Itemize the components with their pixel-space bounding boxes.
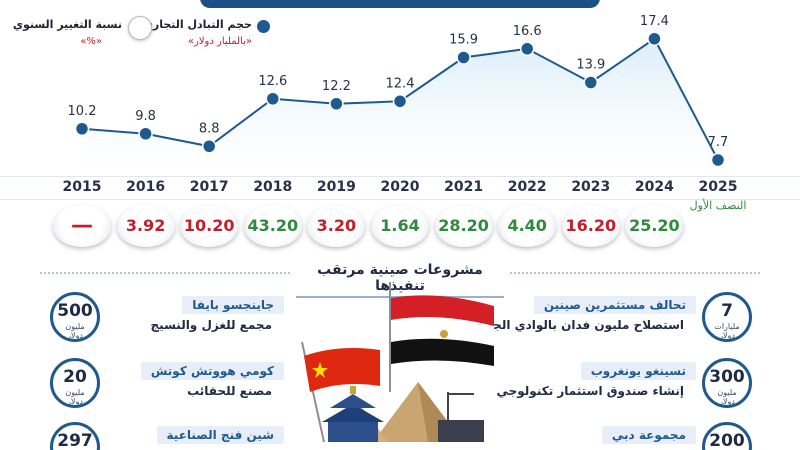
data-point-2017 [201,139,217,154]
data-point-2022 [519,41,535,56]
annual-change-2016: 3.92 [116,205,175,247]
project-amount-unit-2: دولار [719,397,735,406]
project-name: مجموعة دبي [601,426,696,444]
annual-change-2022: 4.40 [498,205,557,247]
project-right-2: تسينغو يونغروب إنشاء صندوق استثمار تكنولو… [496,362,696,406]
legend-change-circle-icon [128,16,152,40]
data-point-2016 [138,126,153,141]
port-cranes-icon [438,392,484,442]
temple-of-heaven-icon [322,386,384,442]
egypt-flag-icon [389,282,494,392]
project-amount-unit-2: دولار [719,331,735,340]
project-amount-badge: 20 مليون دولار [50,358,100,408]
legend-annual-change: نسبة التغيير السنوي «%» [13,14,152,64]
legend-volume-label: حجم التبادل التجاري [142,18,252,31]
data-label-2016: 9.8 [135,109,156,124]
trade-volume-chart: 10.2 9.8 8.8 12.6 12.2 12.4 15.9 16.6 13.9 17.4 7.… [68,14,729,176]
annual-change-2019: 3.20 [307,205,366,247]
project-right-1: تحالف مستثمرين صينين استصلاح مليون فدان ب… [475,296,696,340]
year-tick-2021: 2021 [444,179,484,195]
data-point-2025 [710,152,726,168]
project-amount-badge: 500 مليون دولار [50,292,100,342]
project-name: شين فنج الصناعية [156,426,284,444]
legend-change-unit: «%» [80,36,102,47]
data-label-2020: 12.4 [386,76,415,91]
year-tick-2019: 2019 [316,179,356,195]
data-point-2023 [583,75,599,90]
project-amount-badge: 300 مليون دولار [702,358,752,408]
data-point-2018 [265,91,281,106]
project-amount-unit-1: مليون [65,388,85,397]
project-name: جاينجسو بايفا [182,296,284,314]
data-label-2015: 10.2 [68,104,97,119]
year-tick-2017: 2017 [189,179,229,195]
year-tick-2020: 2020 [380,179,420,195]
project-amount-badge: 7 مليارات دولار [702,292,752,342]
year-tick-2016: 2016 [126,179,166,195]
project-name: كومي هووتش كوتش [140,362,284,380]
project-amount-badge: 297 [50,422,100,450]
data-label-2021: 15.9 [449,33,478,48]
data-point-2020 [392,94,408,109]
legend-trade-volume: حجم التبادل التجاري «بالمليار دولار» [143,14,270,64]
project-left-2: كومي هووتش كوتش مصنع للحقائب [104,362,284,406]
year-note-2025: النصف الأول [689,199,747,212]
data-label-2019: 12.2 [322,79,351,94]
data-label-2022: 16.6 [513,24,542,39]
data-point-2024 [647,31,662,46]
project-amount-unit-1: مليون [717,388,737,397]
data-label-2024: 17.4 [640,14,669,29]
section-divider-left [40,272,290,276]
data-point-2019 [329,96,344,111]
egypt-china-illustration [301,282,494,443]
project-name: تحالف مستثمرين صينين [533,296,696,314]
project-amount: 20 [63,367,87,387]
project-description: استصلاح مليون فدان بالوادي الجديد [474,318,684,332]
data-label-2025: 7.7 [708,135,729,150]
project-right-3: مجموعة دبي [510,426,696,450]
data-label-2018: 12.6 [258,74,287,89]
annual-change-2018: 43.20 [243,205,302,247]
section-divider-right [510,272,760,276]
project-amount: 300 [709,367,745,387]
year-tick-2018: 2018 [253,179,293,195]
legend-change-label: نسبة التغيير السنوي [12,18,122,31]
project-amount-badge: 200 [702,422,752,450]
project-amount: 7 [721,301,733,321]
china-flag-icon [301,341,380,443]
annual-change-2024: 25.20 [625,205,684,247]
data-label-2017: 8.8 [199,121,220,136]
project-left-3: شين فنج الصناعية [104,426,284,450]
annual-change-2017: 10.20 [180,205,239,247]
project-amount: 297 [57,431,93,450]
project-amount: 500 [57,301,93,321]
top-banner [200,0,600,8]
data-point-2015 [74,121,90,136]
project-amount-unit-2: دولار [67,397,83,406]
year-tick-2022: 2022 [507,179,547,195]
annual-change-2020: 1.64 [371,205,429,247]
annual-change-2015: — [53,205,111,247]
project-amount-unit-1: مليارات [714,322,740,331]
year-tick-2025: 2025 [698,179,738,195]
year-tick-2023: 2023 [571,179,611,195]
legend-volume-dot-icon [257,20,270,33]
project-name: تسينغو يونغروب [580,362,696,380]
project-amount-unit-1: مليون [65,322,85,331]
annual-change-2023: 16.20 [561,205,620,247]
project-description: مصنع للحقائب [187,384,272,398]
year-axis: 2015 2016 2017 2018 2019 2020 2021 2022 2023 2024… [0,176,800,200]
project-description: إنشاء صندوق استثمار تكنولوجي [496,384,684,398]
project-amount: 200 [709,431,745,450]
project-amount-unit-2: دولار [67,331,83,340]
project-left-1: جاينجسو بايفا مجمع للغزل والنسيج [104,296,284,340]
data-label-2023: 13.9 [576,58,605,73]
project-description: مجمع للغزل والنسيج [150,318,272,332]
legend-volume-unit: «بالمليار دولار» [187,36,252,47]
year-tick-2015: 2015 [62,179,102,195]
year-tick-2024: 2024 [634,179,674,195]
annual-change-2021: 28.20 [434,205,493,247]
data-point-2021 [456,50,471,65]
